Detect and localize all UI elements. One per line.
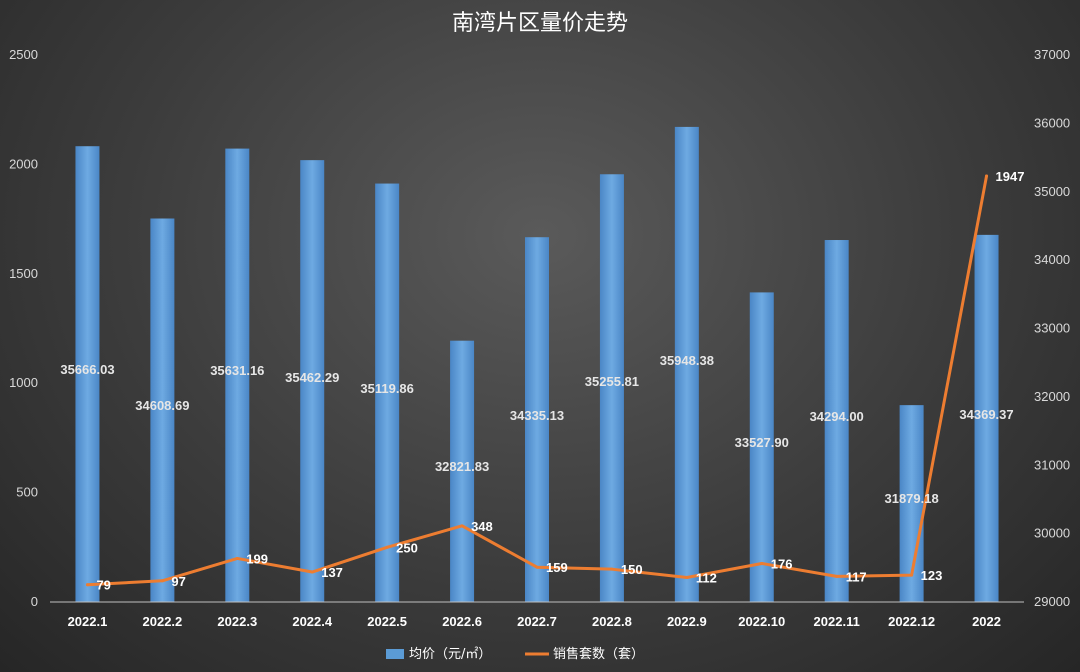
bar-value-label: 35119.86 [360,381,414,396]
bar [375,183,400,602]
x-tick-label: 2022.9 [667,614,707,629]
y-left-tick-label: 500 [16,485,38,500]
x-tick-label: 2022.12 [888,614,935,629]
line-point [910,573,914,577]
line-point [160,579,164,583]
legend-line-label: 销售套数（套） [553,646,644,662]
line-point [235,556,239,560]
y-right-tick-label: 31000 [1034,457,1070,472]
y-right-tick-label: 33000 [1034,321,1070,336]
bar [75,146,100,602]
x-tick-label: 2022.4 [292,614,333,629]
line-value-label: 79 [96,578,110,593]
bar-value-label: 35666.03 [60,362,114,377]
y-right-tick-label: 30000 [1034,526,1070,541]
legend-bar-label: 均价（元/㎡） [409,647,491,662]
line-value-label: 1947 [996,169,1025,184]
bar-value-label: 35255.81 [585,374,639,389]
line-point [535,565,539,569]
bar [150,218,175,603]
y-left-tick-label: 1500 [9,266,38,281]
y-left-axis: 0 500 1000 1500 2000 2500 [9,47,38,609]
legend: 均价（元/㎡） 销售套数（套） [386,646,644,662]
line-value-label: 176 [771,556,793,571]
x-tick-label: 2022.1 [68,614,108,629]
line-point [610,567,614,571]
line-point [685,575,689,579]
chart-title: 南湾片区量价走势 [452,11,628,36]
x-tick-label: 2022.2 [143,614,183,629]
x-tick-label: 2022.7 [517,614,557,629]
x-tick-label: 2022.10 [738,614,785,629]
line-value-label: 150 [621,562,643,577]
bar [974,234,999,602]
line-point [760,561,764,565]
line-point [385,545,389,549]
bar [824,240,849,602]
line-value-label: 117 [846,569,867,584]
x-axis: 2022.1 2022.2 2022.3 2022.4 2022.5 2022.6 2022… [50,601,1024,629]
bar-value-label: 32821.83 [435,459,489,474]
bar-value-label: 34294.00 [810,409,864,424]
bar-labels: 35666.03 34608.69 35631.16 35462.29 35119.86… [60,353,1013,506]
x-tick-label: 2022 [972,614,1001,629]
line-value-label: 123 [921,568,943,583]
bar [599,174,624,603]
x-tick-label: 2022.11 [814,614,860,629]
x-tick-label: 2022.3 [217,614,257,629]
line-value-label: 112 [696,570,717,585]
bar-value-label: 34369.37 [959,407,1013,422]
y-right-tick-label: 29000 [1034,594,1070,609]
bar [300,160,325,602]
y-right-tick-label: 35000 [1034,184,1070,199]
x-tick-label: 2022.8 [592,614,632,629]
bar-value-label: 35948.38 [660,353,714,368]
y-right-tick-label: 34000 [1034,252,1070,267]
y-right-axis: 29000 30000 31000 32000 33000 34000 35000 36000… [1034,47,1070,609]
bar [450,340,475,602]
line-value-label: 137 [321,565,343,580]
y-left-tick-label: 1000 [9,375,38,390]
y-left-tick-label: 2000 [9,156,38,171]
y-right-tick-label: 32000 [1034,389,1070,404]
y-right-tick-label: 36000 [1034,115,1070,130]
line-value-label: 250 [396,540,418,555]
line-point [460,524,464,528]
line-value-label: 199 [246,551,268,566]
legend-bar-swatch [386,649,404,659]
line-value-label: 97 [171,574,185,589]
line-point [310,570,314,574]
bar-series [75,126,999,603]
bar-value-label: 33527.90 [735,435,789,450]
line-point [85,583,89,587]
line-series [85,174,989,587]
x-tick-label: 2022.6 [442,614,482,629]
y-left-tick-label: 2500 [9,47,38,62]
bar [525,237,549,602]
bar-value-label: 34608.69 [135,398,189,413]
line-value-label: 348 [471,519,493,534]
bar-value-label: 35631.16 [210,363,264,378]
bar [225,148,250,603]
bar-value-label: 35462.29 [285,370,339,385]
line-value-label: 159 [546,560,568,575]
line-labels: 79 97 199 137 250 348 159 150 112 176 117 123 1947 [96,169,1024,593]
y-right-tick-label: 37000 [1034,47,1070,62]
bar-value-label: 31879.18 [884,491,938,506]
x-tick-label: 2022.5 [367,614,407,629]
line-point [985,174,989,178]
line-point [835,574,839,578]
bar-value-label: 34335.13 [510,408,564,423]
y-left-tick-label: 0 [31,594,38,609]
bar [749,292,774,602]
bar [674,126,699,603]
